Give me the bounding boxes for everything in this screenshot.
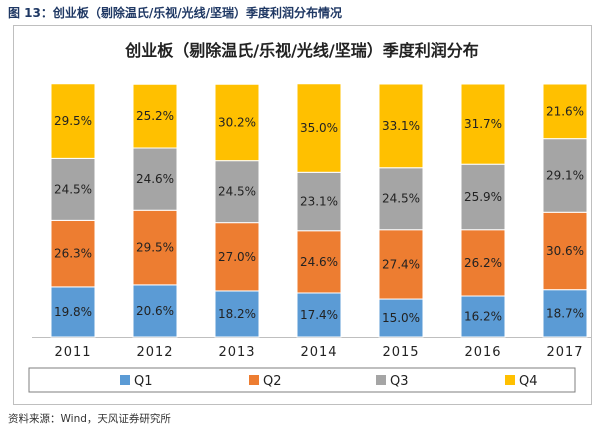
x-tick-label-2014: 2014 [300, 345, 337, 360]
data-label-q4-2012: 25.2% [136, 109, 174, 123]
bar-segment-q2-2014 [296, 230, 342, 294]
bar-segment-q1-2014 [296, 292, 342, 338]
data-label-q3-2016: 25.9% [464, 190, 502, 204]
bar-segment-q1-2013 [214, 290, 260, 338]
data-label-q4-2013: 30.2% [218, 115, 256, 129]
data-label-q1-2012: 20.6% [136, 304, 174, 318]
chart-title: 创业板（剔除温氏/乐视/光线/坚瑞）季度利润分布 [124, 41, 479, 60]
legend-swatch-q1 [120, 375, 130, 385]
bar-segment-q4-2017 [542, 83, 588, 140]
legend-label-q2: Q2 [263, 374, 282, 389]
legend-label-q1: Q1 [134, 374, 153, 389]
data-label-q2-2015: 27.4% [382, 257, 420, 271]
bar-segment-q2-2011 [50, 219, 96, 288]
legend-swatch-q3 [376, 375, 386, 385]
data-label-q1-2015: 15.0% [382, 311, 420, 325]
data-label-q3-2013: 24.5% [218, 185, 256, 199]
x-tick-label-2015: 2015 [382, 345, 419, 360]
data-label-q4-2011: 29.5% [54, 114, 92, 128]
data-label-q4-2017: 21.6% [546, 104, 584, 118]
bar-segment-q3-2015 [378, 167, 424, 231]
data-label-q3-2011: 24.5% [54, 182, 92, 196]
data-label-q2-2012: 29.5% [136, 241, 174, 255]
data-label-q3-2017: 29.1% [546, 168, 584, 182]
chart-frame: 创业板（剔除温氏/乐视/光线/坚瑞）季度利润分布 19.8% 26.3% 24.5%… [13, 25, 592, 405]
source-note: 资料来源：Wind，天风证券研究所 [8, 413, 171, 425]
bar-segment-q3-2013 [214, 160, 260, 224]
bar-segment-q4-2016 [460, 83, 506, 165]
bar-segment-q4-2011 [50, 83, 96, 159]
legend-box [28, 367, 576, 393]
data-label-q2-2016: 26.2% [464, 256, 502, 270]
x-tick-label-2017: 2017 [546, 345, 583, 360]
bar-segment-q1-2011 [50, 286, 96, 338]
bar-segment-q2-2017 [542, 211, 588, 291]
x-tick-label-2012: 2012 [136, 345, 173, 360]
data-label-q1-2014: 17.4% [300, 308, 338, 322]
bar-segment-q3-2017 [542, 138, 588, 213]
bar-segment-q3-2012 [132, 147, 178, 211]
data-label-q3-2012: 24.6% [136, 172, 174, 186]
bar-segment-q3-2014 [296, 171, 342, 232]
legend-label-q3: Q3 [390, 374, 409, 389]
bar-segment-q4-2015 [378, 83, 424, 169]
bar-segment-q2-2013 [214, 222, 260, 292]
stacked-bar-chart: 创业板（剔除温氏/乐视/光线/坚瑞）季度利润分布 19.8% 26.3% 24.5%… [28, 41, 591, 393]
x-tick-label-2016: 2016 [464, 345, 501, 360]
data-label-q2-2014: 24.6% [300, 255, 338, 269]
data-label-q1-2016: 16.2% [464, 310, 502, 324]
data-label-q3-2014: 23.1% [300, 195, 338, 209]
bar-segment-q4-2013 [214, 83, 260, 162]
bar-segment-q4-2012 [132, 83, 178, 149]
data-label-q3-2015: 24.5% [382, 192, 420, 206]
legend-label-q4: Q4 [519, 374, 538, 389]
data-label-q1-2017: 18.7% [546, 306, 584, 320]
x-tick-label-2011: 2011 [54, 345, 91, 360]
bar-segment-q1-2015 [378, 298, 424, 338]
data-label-q4-2015: 33.1% [382, 119, 420, 133]
legend-swatch-q4 [505, 375, 515, 385]
bar-segment-q1-2012 [132, 284, 178, 338]
bar-segment-q2-2015 [378, 229, 424, 300]
legend-swatch-q2 [249, 375, 259, 385]
data-label-q4-2014: 35.0% [300, 121, 338, 135]
data-label-q2-2013: 27.0% [218, 250, 256, 264]
bar-segment-q3-2016 [460, 163, 506, 231]
plot-area: 19.8% 26.3% 24.5% 29.5% 2011 20.6% 29.5% 24.6% 2… [32, 83, 591, 360]
bar-segment-q2-2012 [132, 209, 178, 286]
data-label-q4-2016: 31.7% [464, 117, 502, 131]
x-tick-label-2013: 2013 [218, 345, 255, 360]
data-label-q1-2011: 19.8% [54, 305, 92, 319]
data-label-q1-2013: 18.2% [218, 307, 256, 321]
data-label-q2-2017: 30.6% [546, 244, 584, 258]
bar-segment-q2-2016 [460, 229, 506, 297]
bar-segment-q1-2016 [460, 295, 506, 338]
figure-caption: 图 13：创业板（剔除温氏/乐视/光线/坚瑞）季度利润分布情况 [8, 6, 343, 20]
data-label-q2-2011: 26.3% [54, 247, 92, 261]
legend: Q1 Q2 Q3 Q4 [28, 367, 576, 393]
bar-segment-q4-2014 [296, 83, 342, 173]
